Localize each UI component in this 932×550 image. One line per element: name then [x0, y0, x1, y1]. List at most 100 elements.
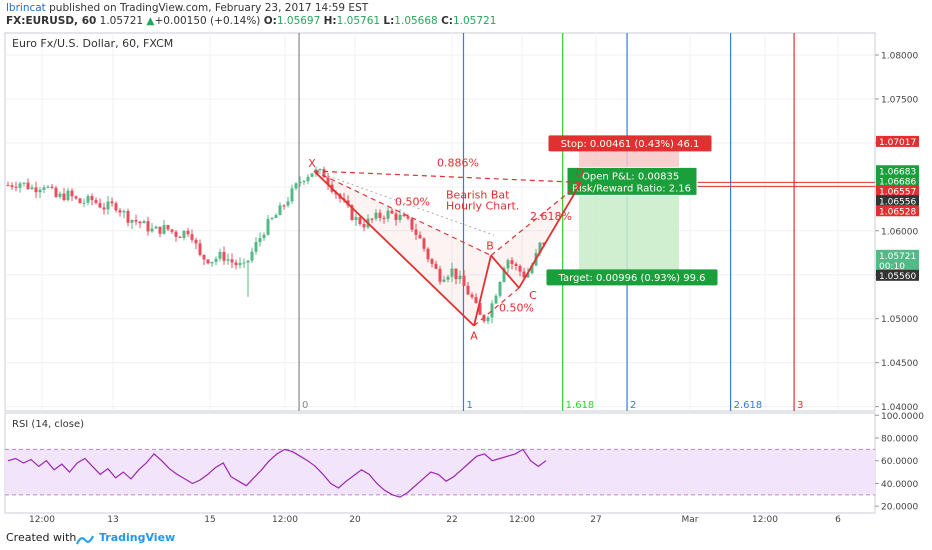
candle-body — [170, 229, 174, 232]
target-label: Target: 0.00996 (0.93%) 99.6 — [557, 273, 705, 284]
change-up-icon: ▲ — [146, 15, 155, 27]
candle-body — [6, 185, 10, 187]
candle-body — [462, 275, 466, 286]
price-axis[interactable]: 1.080001.075001.070001.065001.060001.055… — [875, 51, 918, 413]
fib-time-label: 1 — [466, 400, 472, 411]
candle-body — [286, 201, 290, 206]
fib-time-label: 2 — [630, 400, 636, 411]
candle-body — [354, 217, 358, 221]
fib-time-label: 2.618 — [734, 400, 763, 411]
time-tick-label: Mar — [682, 515, 699, 525]
pattern-leg — [473, 255, 492, 326]
bat-pattern-drawing[interactable]: X A B C D 0.886% 0.50% 2.618% 0.50% Bearish BatHo… — [308, 157, 584, 343]
pattern-ratio-label: 2.618% — [530, 210, 572, 223]
author-link[interactable]: lbrincat — [6, 2, 46, 14]
candle-body — [222, 252, 226, 261]
candle-body — [150, 228, 154, 232]
candle-body — [246, 260, 250, 263]
symbol-label: FX:EURUSD, 60 — [6, 15, 97, 27]
candle-body — [186, 230, 190, 235]
candle-body — [470, 294, 474, 298]
bcd-triangle — [491, 182, 581, 288]
candle-body — [510, 260, 514, 264]
tradingview-logo-icon — [75, 531, 95, 545]
candle-body — [318, 169, 322, 171]
pattern-point-label: C — [529, 289, 537, 302]
candle-body — [394, 213, 398, 220]
candle-body — [430, 259, 434, 264]
price-badge-label: 1.05560 — [879, 272, 916, 282]
candle-body — [258, 237, 262, 243]
candle-body — [38, 189, 42, 193]
price-tick-label: 1.05000 — [881, 315, 918, 325]
price-badge-label: 1.05721 — [879, 252, 916, 262]
chart-area[interactable]: 0 1 1.618 2 2.618 3 Stop: 0.00461 (0.43%) 46.… — [0, 30, 932, 526]
candle-body — [362, 224, 366, 228]
pattern-ratio-label: 0.50% — [499, 302, 534, 315]
time-axis[interactable]: 12:00 13 15 12:00 20 22 12:00 27 Mar 12:00 6 — [29, 515, 841, 525]
candle-body — [218, 252, 222, 259]
candle-body — [282, 205, 286, 207]
candle-body — [110, 201, 114, 204]
candle-body — [190, 234, 194, 240]
candle-body — [530, 265, 534, 274]
candle-body — [502, 268, 506, 283]
candle-body — [518, 265, 522, 272]
price-badge — [876, 175, 919, 187]
rsi-band — [5, 449, 875, 495]
fib-time-label: 3 — [797, 400, 803, 411]
xab-triangle — [314, 171, 491, 326]
time-tick-label: 12:00 — [752, 515, 778, 525]
candle-body — [242, 262, 246, 264]
risk-reward-label: Risk/Reward Ratio: 2.16 — [572, 183, 691, 194]
candle-body — [118, 210, 122, 213]
candle-body — [374, 212, 378, 219]
time-tick-label: 12:00 — [509, 515, 535, 525]
fib-time-label: 0 — [302, 400, 308, 411]
pattern-leg — [313, 170, 475, 327]
pattern-ratio-line — [490, 181, 582, 256]
price-badge-label: 00:10 — [879, 262, 905, 272]
candle-body — [410, 218, 414, 230]
price-tick-label: 1.07500 — [881, 95, 918, 105]
created-with-label: Created with — [6, 531, 77, 544]
tradingview-brand[interactable]: TradingView — [99, 531, 176, 544]
short-position-tool[interactable]: Stop: 0.00461 (0.43%) 46.1 Open P&L: 0.00… — [546, 135, 875, 286]
price-badge — [876, 249, 919, 261]
rsi-line — [7, 448, 547, 498]
candle-body — [18, 183, 22, 188]
price-badge-label: 1.06528 — [879, 207, 916, 217]
rsi-tick-label: 80.0000 — [881, 435, 918, 445]
price-tick-label: 1.04500 — [881, 359, 918, 369]
time-tick-label: 22 — [446, 515, 457, 525]
rsi-tick-label: 100.0000 — [881, 412, 924, 422]
publish-text: published on TradingView.com, February 2… — [45, 2, 369, 14]
candle-body — [10, 185, 14, 187]
candle-body — [370, 218, 374, 220]
pattern-point-label: X — [308, 157, 316, 170]
candle-body — [50, 186, 54, 188]
candle-body — [498, 282, 502, 296]
candle-body — [306, 176, 310, 182]
time-tick-label: 15 — [204, 515, 215, 525]
candle-body — [94, 200, 98, 203]
candle-body — [458, 275, 462, 280]
candle-body — [278, 205, 282, 216]
candle-body — [122, 210, 126, 213]
target-zone — [579, 184, 679, 272]
candle-body — [214, 258, 218, 262]
candle-body — [202, 254, 206, 260]
rsi-tick-label: 20.0000 — [881, 503, 918, 513]
candle-body — [142, 221, 146, 224]
pattern-ratio-label: 0.50% — [395, 195, 430, 208]
candle-body — [442, 279, 446, 282]
candle-body — [42, 187, 46, 190]
candle-body — [270, 217, 274, 220]
candle-body — [438, 268, 442, 282]
candle-body — [422, 238, 426, 249]
candle-body — [506, 260, 510, 269]
price-badge — [876, 259, 919, 271]
candle-body — [198, 243, 202, 255]
low-label: L: — [383, 15, 395, 27]
close-value: 1.05721 — [452, 15, 497, 27]
